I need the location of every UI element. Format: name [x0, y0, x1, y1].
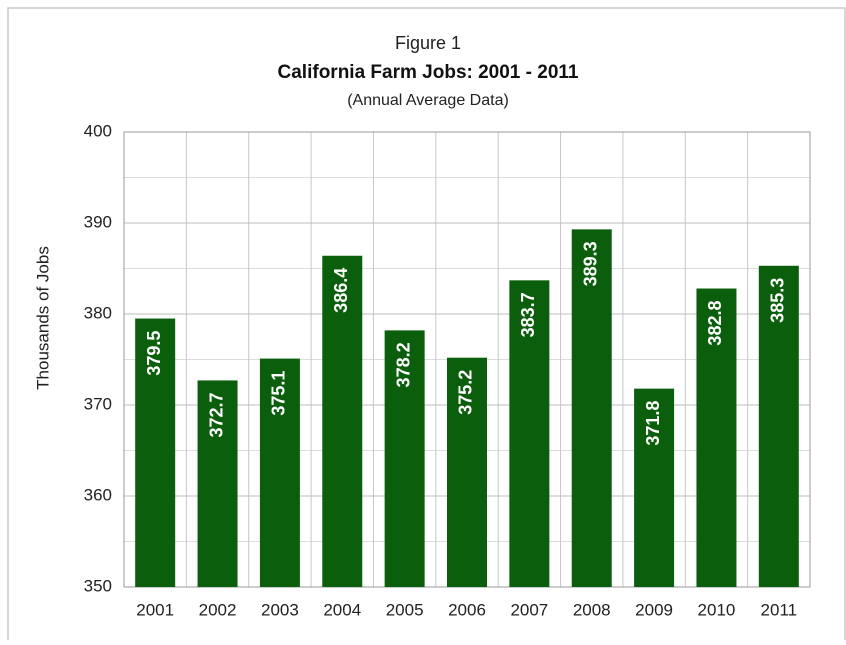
- bar: [197, 380, 238, 587]
- y-tick-label: 370: [84, 394, 112, 413]
- data-label: 379.5: [144, 331, 164, 376]
- x-tick-label: 2004: [323, 600, 361, 619]
- y-tick-label: 360: [84, 485, 112, 504]
- y-axis-label: Thousands of Jobs: [33, 246, 52, 390]
- bar: [696, 288, 737, 587]
- x-tick-label: 2007: [510, 600, 548, 619]
- bar: [384, 330, 425, 587]
- chart-title: California Farm Jobs: 2001 - 2011: [278, 62, 579, 83]
- bar: [322, 255, 363, 587]
- chart-pretitle: Figure 1: [395, 33, 461, 53]
- bar: [259, 358, 300, 587]
- data-label: 378.2: [393, 342, 413, 387]
- data-label: 371.8: [643, 401, 663, 446]
- x-tick-label: 2005: [386, 600, 424, 619]
- bar: [758, 265, 799, 587]
- bar: [447, 357, 487, 587]
- x-tick-label: 2002: [199, 600, 237, 619]
- x-tick-label: 2008: [573, 600, 611, 619]
- data-label: 385.3: [768, 278, 788, 323]
- y-tick-label: 390: [84, 212, 112, 231]
- y-tick-label: 380: [84, 303, 112, 322]
- data-label: 386.4: [331, 268, 351, 313]
- x-tick-label: 2003: [261, 600, 299, 619]
- data-label: 372.7: [206, 392, 226, 437]
- bar: [135, 318, 176, 587]
- data-label: 382.8: [705, 301, 725, 346]
- data-label: 389.3: [580, 241, 600, 286]
- data-label: 375.2: [456, 370, 476, 415]
- y-tick-label: 350: [84, 576, 112, 595]
- x-tick-label: 2009: [635, 600, 673, 619]
- data-label: 383.7: [518, 292, 538, 337]
- x-tick-label: 2011: [761, 600, 798, 619]
- y-tick-label: 400: [84, 121, 112, 140]
- x-tick-label: 2001: [136, 600, 174, 619]
- x-tick-label: 2006: [448, 600, 486, 619]
- bar: [634, 388, 675, 587]
- x-tick-label: 2010: [698, 600, 736, 619]
- chart-subtitle: (Annual Average Data): [347, 92, 509, 109]
- bar: [571, 229, 612, 587]
- bar: [509, 280, 550, 587]
- data-label: 375.1: [269, 371, 289, 416]
